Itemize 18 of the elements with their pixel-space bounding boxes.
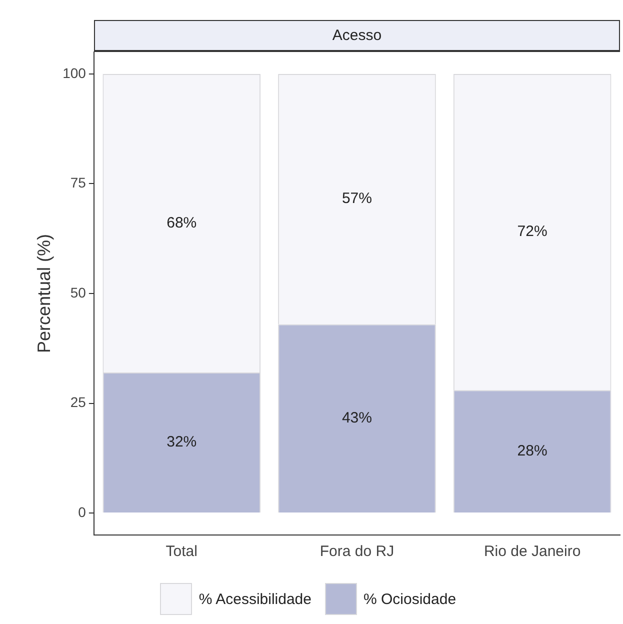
y-axis-title: Percentual (%) bbox=[34, 234, 54, 354]
y-tick-label: 75 bbox=[70, 174, 86, 191]
data-label: 28% bbox=[517, 442, 548, 460]
y-tick-label: 50 bbox=[70, 284, 86, 300]
data-label: 72% bbox=[517, 223, 548, 240]
y-tick-label: 100 bbox=[62, 64, 86, 81]
data-label: 43% bbox=[342, 410, 372, 427]
data-label: 57% bbox=[342, 190, 372, 208]
legend-label: % Acessibilidade bbox=[198, 590, 312, 608]
data-label: 68% bbox=[166, 214, 197, 232]
data-label: 32% bbox=[166, 434, 197, 451]
x-tick-label: Rio de Janeiro bbox=[484, 543, 581, 560]
chart-title: Acesso bbox=[94, 20, 620, 52]
y-tick-label: 25 bbox=[70, 394, 86, 410]
x-tick-label: Total bbox=[166, 543, 198, 560]
legend-label: % Ociosidade bbox=[364, 590, 456, 608]
y-tick-label: 0 bbox=[78, 504, 86, 520]
x-tick-label: Fora do RJ bbox=[320, 543, 394, 560]
